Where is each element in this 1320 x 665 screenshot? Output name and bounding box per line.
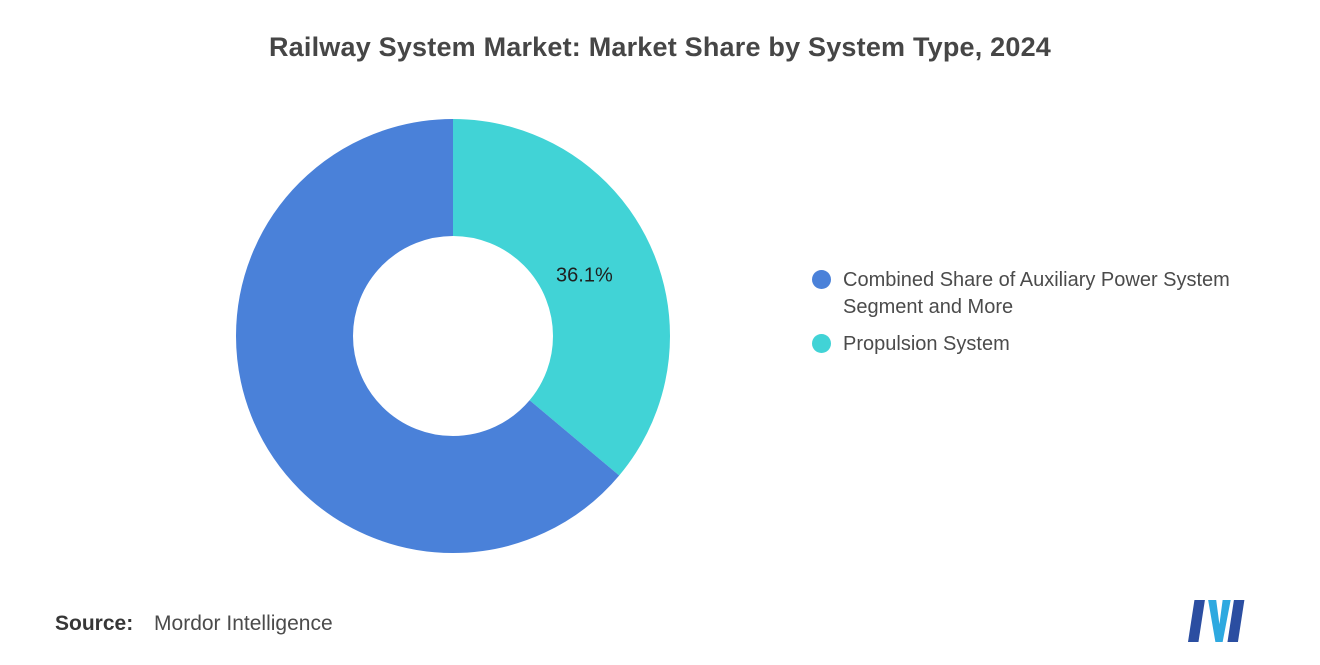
source-label: Source: (55, 612, 134, 635)
source-row: Source: Mordor Intelligence (55, 612, 333, 636)
segment-data-label: 36.1% (556, 265, 613, 287)
pie-segment-0 (236, 119, 670, 553)
legend-item: Combined Share of Auxiliary Power System… (812, 267, 1292, 321)
legend-dot (812, 270, 831, 289)
legend-label: Propulsion System (843, 333, 1010, 355)
legend-label: Combined Share of Auxiliary Power System… (843, 269, 1230, 318)
chart-title: Railway System Market: Market Share by S… (268, 32, 1052, 62)
legend-dot (812, 334, 831, 353)
donut-chart: 36.1% (236, 119, 670, 553)
legend-item: Propulsion System (812, 331, 1292, 358)
mordor-intelligence-logo (1188, 600, 1245, 642)
legend: Combined Share of Auxiliary Power System… (812, 267, 1292, 368)
source-value: Mordor Intelligence (154, 612, 333, 635)
